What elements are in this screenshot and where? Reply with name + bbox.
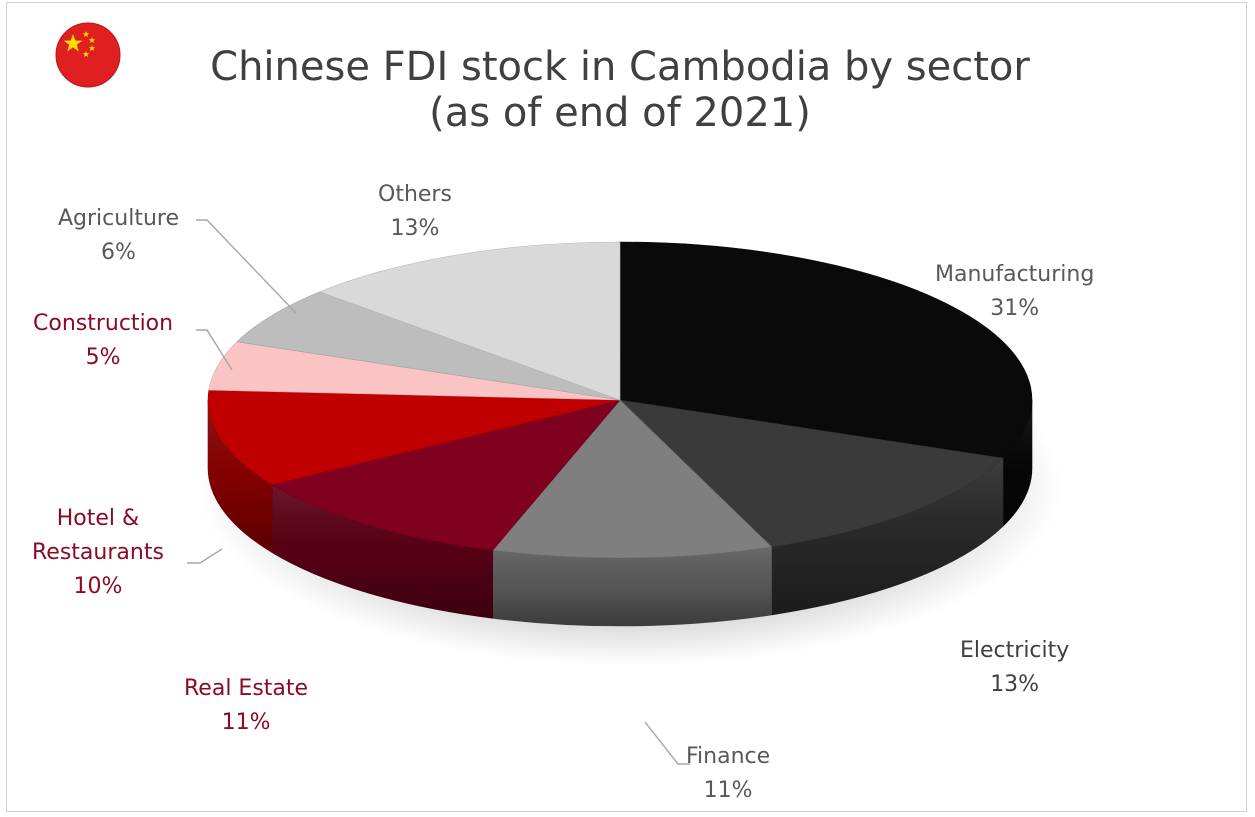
label-real-estate-name: Real Estate bbox=[184, 676, 309, 701]
label-finance-value: 11% bbox=[703, 778, 753, 803]
chart-title-line-2: (as of end of 2021) bbox=[429, 90, 811, 136]
label-real-estate: Real Estate 11% bbox=[184, 672, 308, 740]
label-finance: Finance 11% bbox=[686, 740, 770, 808]
label-electricity-value: 13% bbox=[990, 672, 1040, 697]
leader-finance bbox=[644, 721, 690, 765]
label-manufacturing: Manufacturing 31% bbox=[935, 258, 1094, 326]
slice-finance bbox=[492, 399, 773, 559]
label-hotel-restaurants-value: 10% bbox=[73, 574, 123, 599]
label-hotel-restaurants-name-1: Hotel & bbox=[56, 506, 140, 531]
slice-side-shade-hotel-restaurants bbox=[208, 400, 273, 553]
label-hotel-restaurants-name-2: Restaurants bbox=[32, 540, 164, 565]
slice-others bbox=[318, 241, 621, 401]
label-finance-name: Finance bbox=[686, 744, 771, 769]
slice-hotel-restaurants bbox=[207, 389, 621, 485]
china-flag-icon bbox=[55, 22, 121, 88]
slice-side-shade-real-estate bbox=[272, 484, 493, 619]
label-agriculture: Agriculture 6% bbox=[58, 202, 179, 270]
label-electricity: Electricity 13% bbox=[960, 634, 1069, 702]
leader-construction bbox=[196, 329, 233, 371]
label-construction-value: 5% bbox=[85, 345, 121, 370]
chart-title-line-1: Chinese FDI stock in Cambodia by sector bbox=[210, 44, 1030, 90]
label-agriculture-name: Agriculture bbox=[58, 206, 179, 231]
slice-agriculture bbox=[236, 291, 621, 401]
label-others-value: 13% bbox=[390, 216, 440, 241]
slice-real-estate bbox=[271, 399, 621, 551]
label-others-name: Others bbox=[378, 182, 452, 207]
label-manufacturing-value: 31% bbox=[990, 296, 1040, 321]
label-agriculture-value: 6% bbox=[101, 240, 136, 265]
label-electricity-name: Electricity bbox=[960, 638, 1070, 663]
label-construction-name: Construction bbox=[33, 311, 174, 336]
label-real-estate-value: 11% bbox=[221, 710, 271, 735]
label-hotel-restaurants: Hotel & Restaurants 10% bbox=[32, 502, 164, 604]
leader-hotel-restaurants bbox=[187, 548, 223, 564]
slice-manufacturing bbox=[619, 241, 1033, 459]
chart-title: Chinese FDI stock in Cambodia by sector … bbox=[170, 44, 1070, 136]
slice-side-shade-manufacturing bbox=[1003, 400, 1032, 527]
label-manufacturing-name: Manufacturing bbox=[935, 262, 1095, 287]
label-construction: Construction 5% bbox=[33, 307, 173, 375]
slice-electricity bbox=[619, 399, 1004, 548]
leader-agriculture bbox=[196, 219, 297, 314]
slice-side-shade-finance bbox=[492, 546, 772, 626]
label-others: Others 13% bbox=[378, 178, 452, 246]
